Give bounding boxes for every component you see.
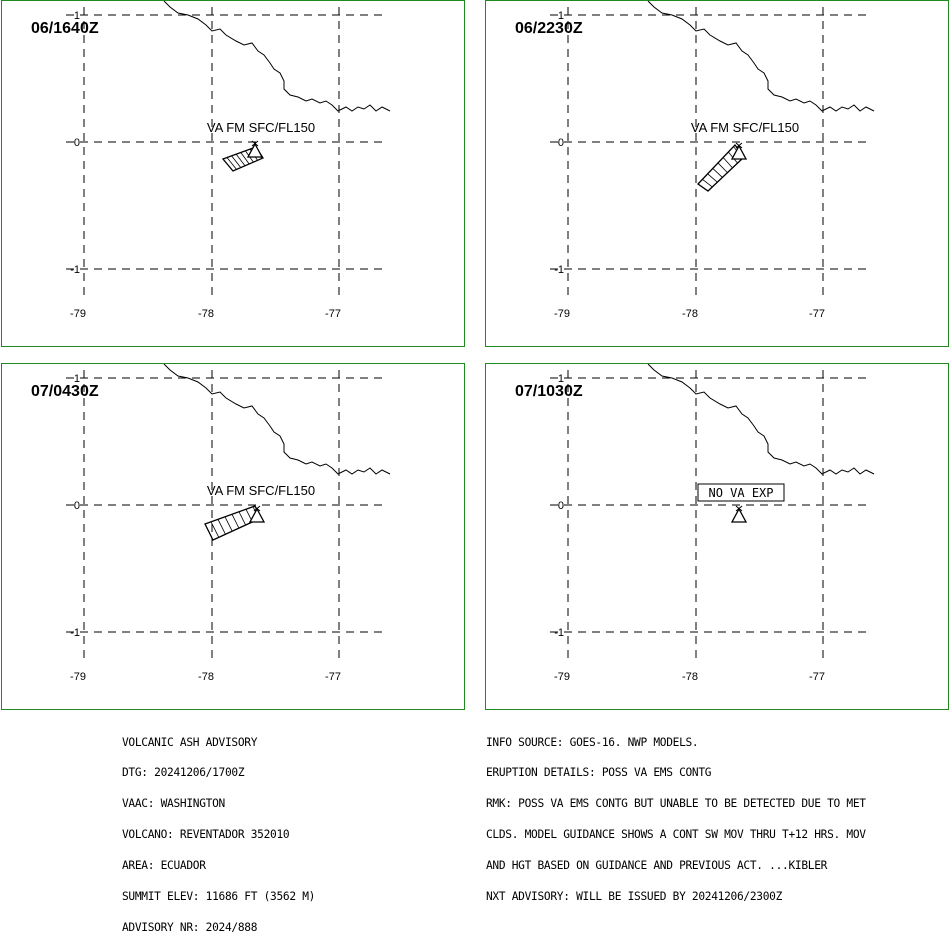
volcano-mark — [251, 140, 259, 147]
label-box — [697, 483, 785, 502]
latitude-label: -1 — [554, 264, 564, 276]
forecast-panel-2: 1 0 -1 -79 -78 -77 VA FM SFC/FL150 06/2230Z — [485, 0, 949, 347]
advisory-line: VAAC: WASHINGTON — [122, 797, 225, 811]
no-ash-label-box: NO VA EXP — [697, 483, 785, 502]
ash-hatch — [226, 157, 237, 170]
longitude-label: -79 — [554, 671, 570, 683]
advisory-line: INFO SOURCE: GOES-16. NWP MODELS. — [486, 735, 699, 749]
forecast-panel-3: 1 0 -1 -79 -78 -77 VA FM SFC/FL150 07/0430Z — [1, 363, 465, 710]
latitude-label: 0 — [74, 500, 80, 512]
panel-time: 06/2230Z — [515, 20, 583, 37]
latitude-label: 1 — [558, 10, 564, 22]
ash-hatch — [717, 162, 728, 173]
advisory-text-left: VOLCANIC ASH ADVISORY DTG: 20241206/1700… — [122, 717, 315, 944]
longitude-label: -79 — [70, 671, 86, 683]
volcano-mark — [735, 142, 743, 149]
ash-hatch — [702, 179, 713, 188]
ash-hatch — [235, 153, 246, 167]
longitude-label: -78 — [682, 671, 698, 683]
ash-label: VA FM SFC/FL150 — [691, 120, 799, 135]
latitude-label: 1 — [74, 10, 80, 22]
panel-time: 07/1030Z — [515, 383, 583, 400]
ash-hatch — [707, 173, 718, 183]
latitude-label: 0 — [74, 137, 80, 149]
longitude-label: -77 — [809, 671, 825, 683]
ash-hatch — [238, 511, 246, 526]
border-line — [163, 1, 391, 112]
volcano-triangle — [730, 144, 748, 160]
longitude-label: -78 — [682, 308, 698, 320]
volcano-triangle — [246, 142, 264, 158]
border-line — [647, 364, 875, 475]
advisory-line: AREA: ECUADOR — [122, 859, 206, 873]
advisory-line: VOLCANO: REVENTADOR 352010 — [122, 828, 290, 842]
volcano-icon — [730, 142, 748, 160]
ash-hatch — [712, 168, 723, 178]
advisory-line: ADVISORY NR: 2024/888 — [122, 920, 258, 934]
latitude-label: 0 — [558, 137, 564, 149]
ash-cloud-outline — [221, 146, 264, 172]
border-line — [163, 364, 391, 475]
volcano-mark — [735, 505, 743, 512]
map-2: 1 0 -1 -79 -78 -77 VA FM SFC/FL150 — [550, 1, 875, 320]
advisory-line: VOLCANIC ASH ADVISORY — [122, 735, 258, 749]
longitude-label: -77 — [325, 671, 341, 683]
latitude-label: 1 — [74, 373, 80, 385]
advisory-line: AND HGT BASED ON GUIDANCE AND PREVIOUS A… — [486, 859, 828, 873]
latitude-label: -1 — [70, 264, 80, 276]
longitude-label: -78 — [198, 671, 214, 683]
advisory-line: NXT ADVISORY: WILL BE ISSUED BY 20241206… — [486, 890, 783, 904]
forecast-panel-1: 1 0 -1 -79 -78 -77 VA FM SFC/FL150 06/1640Z — [1, 0, 465, 347]
volcano-mark — [253, 505, 261, 512]
volcano-triangle — [248, 507, 266, 523]
ash-cloud — [204, 505, 262, 541]
volcano-icon — [248, 505, 266, 523]
ash-hatch — [722, 157, 733, 169]
volcano-triangle — [730, 507, 748, 523]
advisory-line: ERUPTION DETAILS: POSS VA EMS CONTG — [486, 766, 712, 780]
longitude-label: -79 — [554, 308, 570, 320]
latitude-label: 1 — [558, 373, 564, 385]
advisory-line: SUMMIT ELEV: 11686 FT (3562 M) — [122, 890, 316, 904]
map-3: 1 0 -1 -79 -78 -77 VA FM SFC/FL150 — [66, 364, 391, 683]
ash-label: VA FM SFC/FL150 — [207, 483, 315, 498]
volcano-icon — [246, 140, 264, 158]
ash-hatch — [217, 519, 226, 535]
advisory-text-right: INFO SOURCE: GOES-16. NWP MODELS. ERUPTI… — [486, 717, 866, 913]
latitude-label: -1 — [554, 627, 564, 639]
longitude-label: -77 — [325, 308, 341, 320]
ash-cloud-outline — [204, 505, 262, 541]
longitude-label: -78 — [198, 308, 214, 320]
ash-hatch — [240, 152, 250, 165]
ash-hatch — [224, 516, 233, 532]
advisory-line: DTG: 20241206/1700Z — [122, 766, 245, 780]
latitude-label: -1 — [70, 627, 80, 639]
map-1: 1 0 -1 -79 -78 -77 VA FM SFC/FL150 — [66, 1, 391, 320]
longitude-label: -79 — [70, 308, 86, 320]
volcano-icon — [730, 505, 748, 523]
ash-label: VA FM SFC/FL150 — [207, 120, 315, 135]
longitude-label: -77 — [809, 308, 825, 320]
advisory-line: RMK: POSS VA EMS CONTG BUT UNABLE TO BE … — [486, 797, 866, 811]
ash-hatch — [231, 155, 242, 168]
forecast-panel-4: 1 0 -1 -79 -78 -77 NO VA EXP 07/1030Z — [485, 363, 949, 710]
panel-time: 07/0430Z — [31, 383, 99, 400]
no-ash-label: NO VA EXP — [708, 486, 773, 500]
map-4: 1 0 -1 -79 -78 -77 NO VA EXP — [550, 364, 875, 683]
ash-hatch — [210, 521, 220, 538]
border-line — [647, 1, 875, 112]
latitude-label: 0 — [558, 500, 564, 512]
advisory-line: CLDS. MODEL GUIDANCE SHOWS A CONT SW MOV… — [486, 828, 866, 842]
panel-time: 06/1640Z — [31, 20, 99, 37]
ash-hatch — [231, 514, 240, 529]
